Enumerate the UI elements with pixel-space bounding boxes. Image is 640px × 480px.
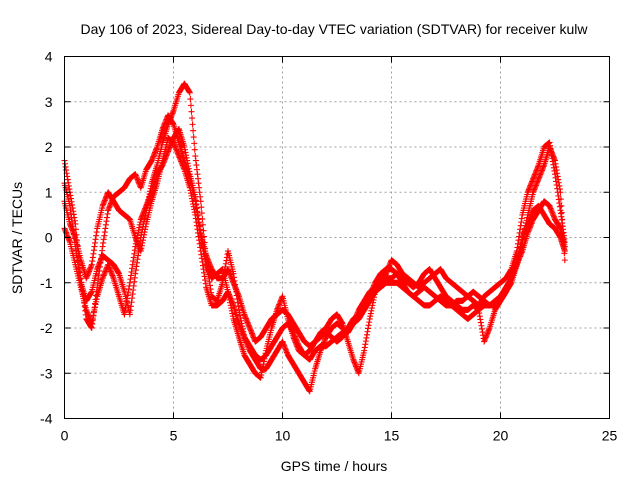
x-tick-label: 0 <box>61 428 69 444</box>
y-tick-label: -1 <box>40 275 53 291</box>
x-tick-label: 10 <box>275 428 291 444</box>
y-tick-label: 2 <box>45 139 53 155</box>
data-point <box>561 257 568 264</box>
y-tick-labels: -4 -3 -2 -1 0 1 2 3 4 <box>40 49 53 427</box>
data-point <box>188 108 195 115</box>
data-point <box>199 221 206 228</box>
y-tick-label: 0 <box>45 230 53 246</box>
axis-ticks <box>64 56 610 419</box>
y-tick-label: 1 <box>45 184 53 200</box>
data-marks <box>61 80 568 395</box>
data-point <box>190 127 197 134</box>
data-point <box>197 198 204 205</box>
x-tick-label: 5 <box>170 428 178 444</box>
y-tick-label: 3 <box>45 94 53 110</box>
y-tick-label: 4 <box>45 49 53 65</box>
y-axis-label: SDTVAR / TECUs <box>9 182 25 294</box>
data-point <box>187 102 194 109</box>
x-tick-label: 20 <box>493 428 509 444</box>
data-point <box>186 89 193 96</box>
data-point <box>190 134 197 141</box>
y-tick-label: -4 <box>40 411 53 427</box>
x-tick-labels: 0 5 10 15 20 25 <box>61 428 618 444</box>
x-tick-label: 15 <box>384 428 400 444</box>
data-point <box>189 121 196 128</box>
series-track-d <box>61 125 568 350</box>
data-point <box>198 210 205 217</box>
data-point <box>561 243 568 250</box>
data-point <box>191 146 198 153</box>
y-tick-label: -2 <box>40 320 53 336</box>
data-point <box>187 96 194 103</box>
x-tick-label: 25 <box>602 428 618 444</box>
x-axis-label: GPS time / hours <box>281 458 388 474</box>
chart-title: Day 106 of 2023, Sidereal Day-to-day VTE… <box>80 21 588 37</box>
y-tick-label: -3 <box>40 365 53 381</box>
data-point <box>189 115 196 122</box>
data-point <box>191 140 198 147</box>
